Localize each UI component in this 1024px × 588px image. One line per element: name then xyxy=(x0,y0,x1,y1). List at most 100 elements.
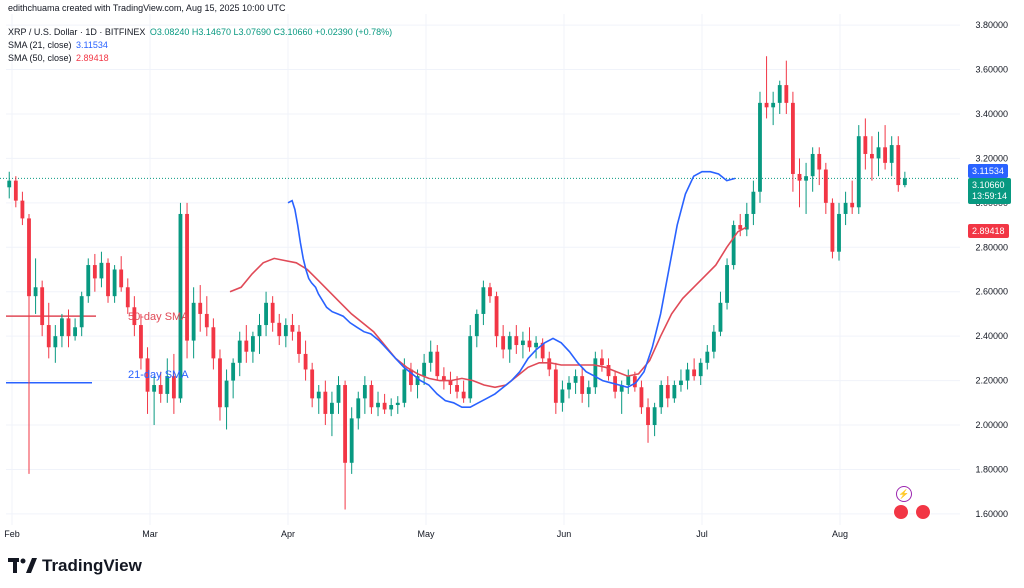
candle-body xyxy=(758,102,762,192)
candle-body xyxy=(73,327,78,337)
candle-body xyxy=(731,225,736,266)
candle-body xyxy=(507,336,512,350)
candle-body xyxy=(520,340,525,346)
y-tick-label: 2.40000 xyxy=(975,331,1008,341)
candle-body xyxy=(474,313,479,337)
y-tick-label: 3.80000 xyxy=(975,20,1008,30)
candle-body xyxy=(692,369,697,377)
candle-body xyxy=(547,358,552,370)
legend-sma21-row[interactable]: SMA (21, close) 3.11534 xyxy=(8,39,394,52)
grid-lines xyxy=(6,14,960,525)
candle-body xyxy=(362,385,367,399)
symbol-label[interactable]: XRP / U.S. Dollar · 1D · BITFINEX xyxy=(8,27,146,37)
candle-body xyxy=(534,342,538,348)
candle-body xyxy=(13,180,18,201)
us-flag-event-icon[interactable] xyxy=(893,504,909,520)
y-tick-label: 2.20000 xyxy=(975,376,1008,386)
candle-body xyxy=(646,407,650,426)
x-axis: Feb Mar Apr May Jun Jul Aug xyxy=(4,529,848,539)
candle-body xyxy=(264,302,268,326)
candle-body xyxy=(158,385,163,394)
candle-body xyxy=(303,353,308,370)
candle-body xyxy=(876,147,881,159)
candle-body xyxy=(448,380,453,386)
candle-body xyxy=(817,153,822,170)
us-flag-event-icon-2[interactable] xyxy=(915,504,931,520)
candle-body xyxy=(672,385,677,399)
candle-body xyxy=(830,202,835,252)
candle-body xyxy=(428,351,433,363)
candle-body xyxy=(125,287,130,308)
candle-body xyxy=(250,336,255,352)
candle-body xyxy=(422,362,427,377)
candle-body xyxy=(106,262,110,297)
candle-body xyxy=(119,269,124,288)
candle-body xyxy=(389,405,394,410)
last-price-tag: 3.10660 13:59:14 xyxy=(968,178,1012,204)
lightning-icon[interactable]: ⚡ xyxy=(896,486,912,502)
attribution-line: edithchuama created with TradingView.com… xyxy=(8,3,286,13)
candle-body xyxy=(777,85,782,103)
candle-body xyxy=(336,385,341,403)
y-tick-label: 3.20000 xyxy=(975,153,1008,163)
legend-sma50-row[interactable]: SMA (50, close) 2.89418 xyxy=(8,52,394,65)
candle-body xyxy=(244,340,249,352)
x-tick-label: Aug xyxy=(832,529,848,539)
candle-body xyxy=(883,147,888,163)
candle-body xyxy=(764,102,769,108)
candle-body xyxy=(237,340,242,363)
candle-body xyxy=(79,296,84,328)
candle-body xyxy=(823,169,828,203)
candle-body xyxy=(488,287,492,297)
candle-body xyxy=(297,331,301,354)
tradingview-logo-icon xyxy=(8,558,37,573)
candle-body xyxy=(171,376,176,399)
candle-body xyxy=(705,351,710,363)
candle-body xyxy=(60,318,64,337)
candle-body xyxy=(20,200,25,219)
candle-body xyxy=(468,336,473,399)
candle-body xyxy=(33,287,38,297)
candle-body xyxy=(685,369,690,381)
candle-body xyxy=(92,265,97,279)
candle-body xyxy=(409,369,413,386)
candle-body xyxy=(580,376,585,394)
candle-body xyxy=(185,213,189,341)
last-price-value: 3.10660 xyxy=(972,180,1005,190)
candle-body xyxy=(376,402,380,408)
candle-body xyxy=(863,136,868,154)
candle-body xyxy=(290,325,295,332)
x-tick-label: May xyxy=(417,529,435,539)
y-axis: 3.800003.600003.400003.200003.000002.800… xyxy=(975,20,1008,519)
candle-body xyxy=(455,385,459,392)
tradingview-logo[interactable]: TradingView xyxy=(8,556,142,576)
candle-body xyxy=(198,302,203,314)
price-chart[interactable]: 3.800003.600003.400003.200003.000002.800… xyxy=(0,0,1024,551)
candle-body xyxy=(810,153,815,177)
candle-body xyxy=(738,225,743,230)
y-tick-label: 3.60000 xyxy=(975,65,1008,75)
candle-body xyxy=(270,302,275,323)
bar-countdown: 13:59:14 xyxy=(972,191,1008,201)
x-tick-label: Jun xyxy=(557,529,572,539)
candle-body xyxy=(461,391,466,399)
candle-body xyxy=(343,385,348,463)
candle-body xyxy=(790,102,795,174)
candle-body xyxy=(902,178,907,186)
candle-body xyxy=(600,358,604,366)
candle-body xyxy=(527,340,532,348)
candle-body xyxy=(540,342,545,359)
candle-body xyxy=(567,382,571,390)
candle-body xyxy=(494,296,499,337)
sma50-line xyxy=(229,226,747,389)
candle-body xyxy=(586,387,591,394)
candle-body xyxy=(679,380,683,386)
footer xyxy=(0,551,1024,588)
x-tick-label: Apr xyxy=(281,529,295,539)
candle-body xyxy=(889,145,894,163)
candle-body xyxy=(53,336,58,348)
candle-body xyxy=(632,376,637,388)
candle-body xyxy=(191,302,196,341)
candle-body xyxy=(850,202,855,208)
candle-body xyxy=(593,358,598,388)
